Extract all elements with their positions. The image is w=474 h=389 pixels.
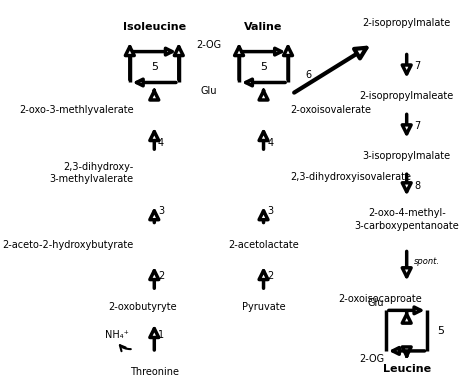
Text: 2-oxobutyryte: 2-oxobutyryte — [109, 301, 177, 312]
Text: Glu: Glu — [201, 86, 217, 96]
Text: 4: 4 — [267, 138, 273, 148]
Text: Isoleucine: Isoleucine — [123, 22, 186, 32]
Text: 3: 3 — [267, 206, 273, 216]
Text: 2-oxo-4-methyl-
3-carboxypentanoate: 2-oxo-4-methyl- 3-carboxypentanoate — [354, 209, 459, 231]
Text: 7: 7 — [414, 121, 420, 131]
Text: 2-oxo-3-methlyvalerate: 2-oxo-3-methlyvalerate — [19, 105, 134, 114]
Text: 2-isopropylmaleate: 2-isopropylmaleate — [360, 91, 454, 101]
Text: 3: 3 — [158, 206, 164, 216]
Text: Pyruvate: Pyruvate — [242, 301, 285, 312]
Text: 7: 7 — [414, 61, 420, 71]
Text: 2-aceto-2-hydroxybutyrate: 2-aceto-2-hydroxybutyrate — [2, 240, 134, 250]
Text: 2-oxoisovalerate: 2-oxoisovalerate — [290, 105, 371, 114]
Text: 1: 1 — [158, 331, 164, 340]
Text: 2-oxoisocaproate: 2-oxoisocaproate — [338, 294, 422, 304]
Text: 2: 2 — [267, 271, 273, 280]
Text: 2-acetolactate: 2-acetolactate — [228, 240, 299, 250]
Text: Leucine: Leucine — [383, 364, 431, 374]
Text: 5: 5 — [437, 326, 444, 336]
Text: 4: 4 — [158, 138, 164, 148]
Text: 5: 5 — [151, 62, 158, 72]
Text: NH₄⁺: NH₄⁺ — [105, 331, 129, 340]
Text: 2-OG: 2-OG — [359, 354, 384, 364]
Text: 3-isopropylmalate: 3-isopropylmalate — [363, 151, 451, 161]
Text: 2-OG: 2-OG — [196, 40, 221, 50]
Text: 8: 8 — [414, 181, 420, 191]
Text: 5: 5 — [260, 62, 267, 72]
Text: 2,3-dihydroxyisovalerate: 2,3-dihydroxyisovalerate — [290, 172, 411, 182]
Text: 2-isopropylmalate: 2-isopropylmalate — [363, 18, 451, 28]
Text: Valine: Valine — [245, 22, 283, 32]
Text: 6: 6 — [306, 70, 312, 80]
Text: 2: 2 — [158, 271, 164, 280]
Text: spont.: spont. — [414, 257, 440, 266]
Text: 2,3-dihydroxy-
3-methylvalerate: 2,3-dihydroxy- 3-methylvalerate — [49, 162, 134, 184]
Text: Threonine: Threonine — [130, 367, 179, 377]
Text: Glu: Glu — [367, 298, 384, 308]
